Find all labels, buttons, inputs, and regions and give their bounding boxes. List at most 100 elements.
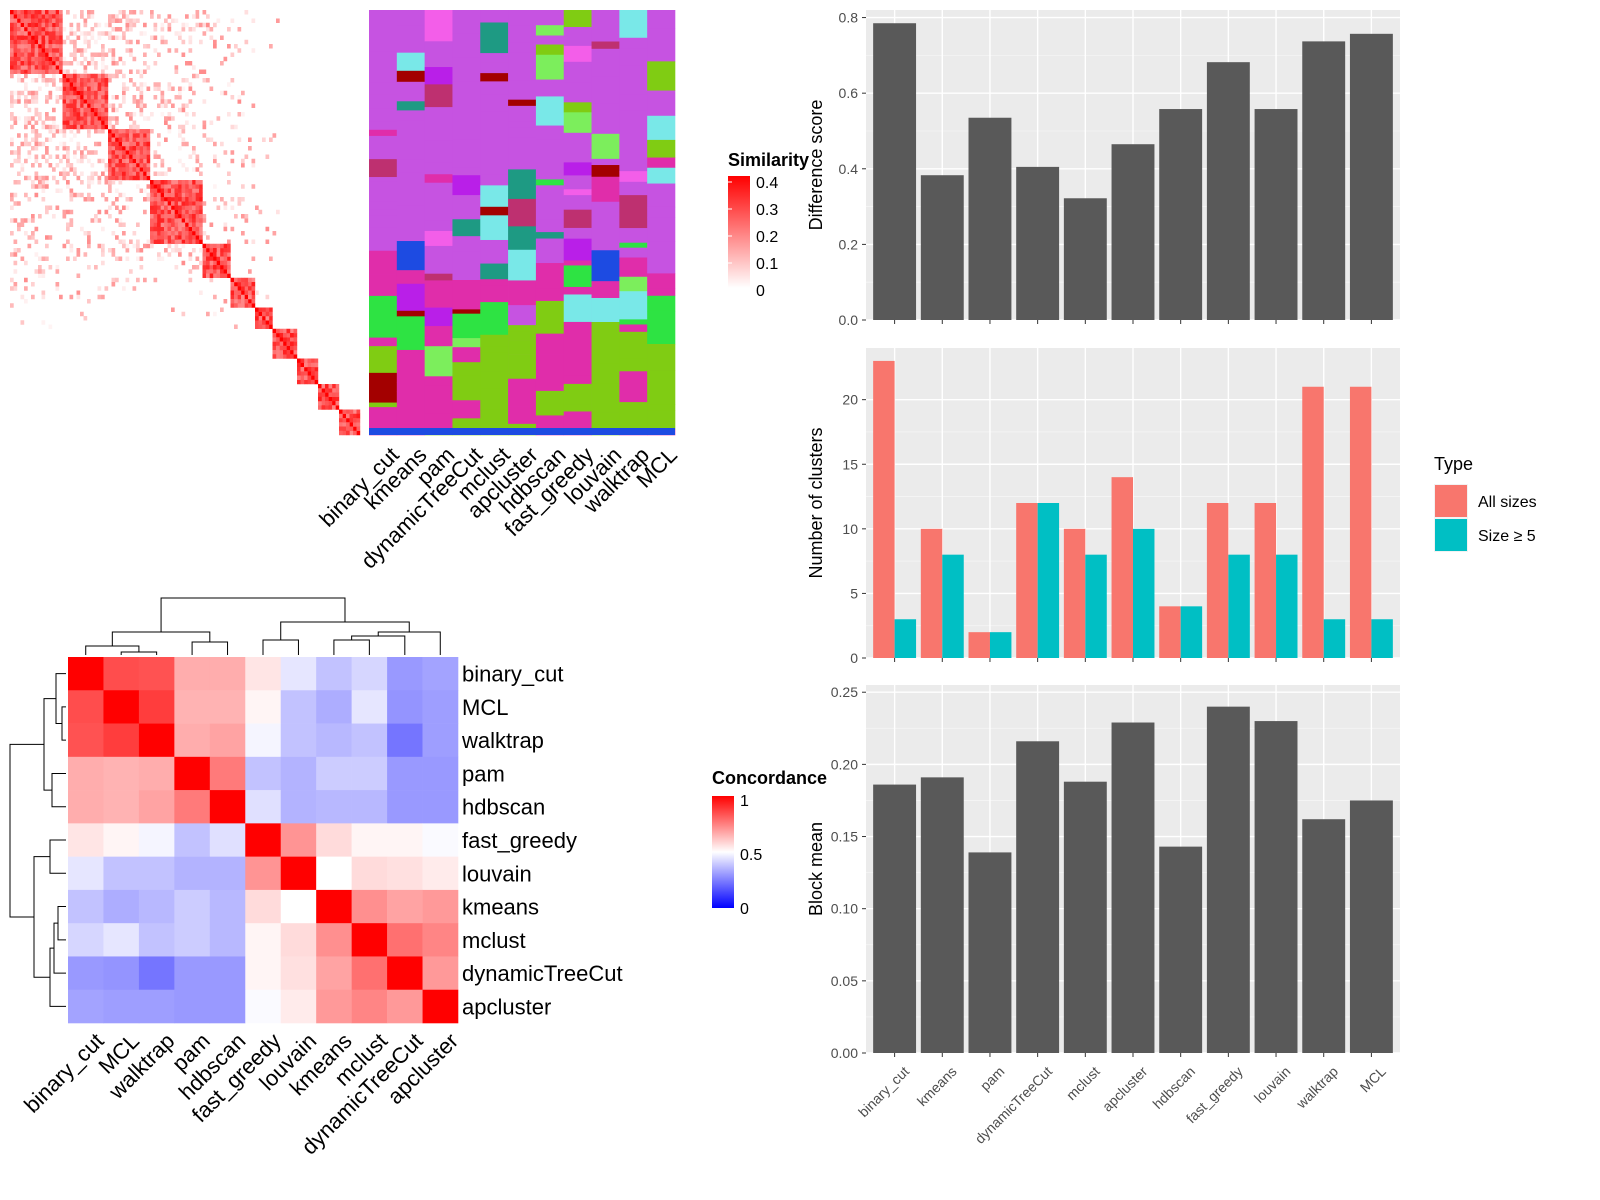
assignment-cell [452,112,481,141]
assignment-cell [535,146,565,180]
concordance-cell [138,989,175,1024]
concordance-cell [387,956,423,991]
concordance-cell [351,956,388,991]
assignment-cell [452,10,481,18]
assignment-cell [563,334,592,353]
concordance-cell [103,956,140,991]
assignment-cell [619,276,648,292]
assignment-cell [563,132,592,163]
assignment-cell [480,239,509,264]
assignment-cell [508,325,537,332]
bar-binary_cut [873,784,917,1053]
assignment-cell [369,346,398,374]
dendrogram-branch [262,639,299,655]
concordance-heatmap: binary_cut MCL walktrap pam hdbscan fast_gree… [19,657,623,1159]
concordance-row-label: MCL [462,695,508,720]
x-tick-label: pam [977,1063,1008,1094]
concordance-row-label: dynamicTreeCut [462,961,623,986]
bar-binary_cut-all-sizes [873,360,895,658]
concordance-cell [209,956,246,991]
assignment-cell [591,201,620,234]
assignment-cell [619,10,648,39]
similarity-cells [10,39,165,223]
concordance-cell [138,690,175,724]
concordance-cell [387,690,423,724]
assignment-cell [591,322,620,330]
concordance-cell [316,989,352,1024]
concordance-cell [174,690,211,724]
assignment-cell [591,402,620,413]
assignment-cell [424,67,453,85]
assignment-column-labels: binary_cutkmeanspamdynamicTreeCutmclusta… [314,442,682,573]
dendrogram-branch [9,743,44,918]
assignment-cell [396,137,425,160]
assignment-cell [647,288,676,297]
assignment-cell [480,53,509,63]
concordance-cell [209,823,246,857]
bar-fast_greedy [1206,706,1250,1053]
assignment-cell [396,25,425,53]
assignment-cell [369,94,398,109]
concordance-cell [351,657,388,691]
assignment-cell [396,159,425,173]
assignment-cell [647,139,676,158]
assignment-cell [591,383,620,403]
similarity-legend-tick: 0.1 [756,256,778,273]
concordance-cell [422,723,459,758]
difference-score-chart: 0.0 0.2 0.4 0.6 0.8 Difference score [806,10,1400,328]
dendrogram-branch [57,906,66,941]
concordance-cell [245,956,282,991]
concordance-cell [174,923,211,957]
assignment-cell [480,263,509,280]
concordance-row-label: hdbscan [462,795,545,820]
bar-dynamicTreeCut [1016,166,1060,320]
concordance-cell [138,657,175,691]
assignment-cell [452,347,481,363]
assignment-cell [619,181,648,196]
concordance-cell [174,856,211,891]
concordance-cell [422,923,459,957]
similarity-legend-tick: 0 [756,283,765,300]
assignment-cell [424,280,453,308]
assignment-cell [369,274,398,297]
concordance-cell [138,823,175,857]
assignment-cell [396,316,425,351]
concordance-cell [351,690,388,724]
bar-pam [968,852,1012,1053]
assignment-cell [647,61,676,91]
assignment-cell [396,270,425,285]
assignment-cell [619,324,648,333]
bar-kmeans-size5 [942,554,964,658]
assignment-cell [563,82,592,103]
concordance-cell [387,989,423,1024]
concordance-cell [68,690,104,724]
assignment-cell [396,172,425,206]
assignment-cell [369,402,398,408]
dendrogram-branch [191,641,229,655]
assignment-cell [619,94,648,111]
concordance-cell [209,790,246,824]
assignment-cell [591,76,620,104]
similarity-cells [195,10,207,36]
concordance-cell [209,723,246,758]
bar-apcluster [1111,722,1155,1053]
concordance-cell [280,956,317,991]
bar-MCL-all-sizes [1349,386,1372,658]
concordance-cell [387,756,423,791]
concordance-cell [280,723,317,758]
concordance-cell [422,790,459,824]
assignment-cell [619,402,648,430]
assignment-cell [508,52,537,81]
concordance-cell [422,657,459,691]
assignment-cell [508,137,537,170]
concordance-cell [316,756,352,791]
similarity-cells [13,27,158,291]
assignment-cell [535,54,565,80]
assignment-cell [452,280,481,310]
concordance-cell [351,923,388,957]
assignment-cell [535,300,565,334]
assignment-cell [480,388,509,411]
assignment-cell [647,183,676,208]
assignment-cell [480,215,509,241]
y-tick-label: 0.4 [839,161,859,177]
